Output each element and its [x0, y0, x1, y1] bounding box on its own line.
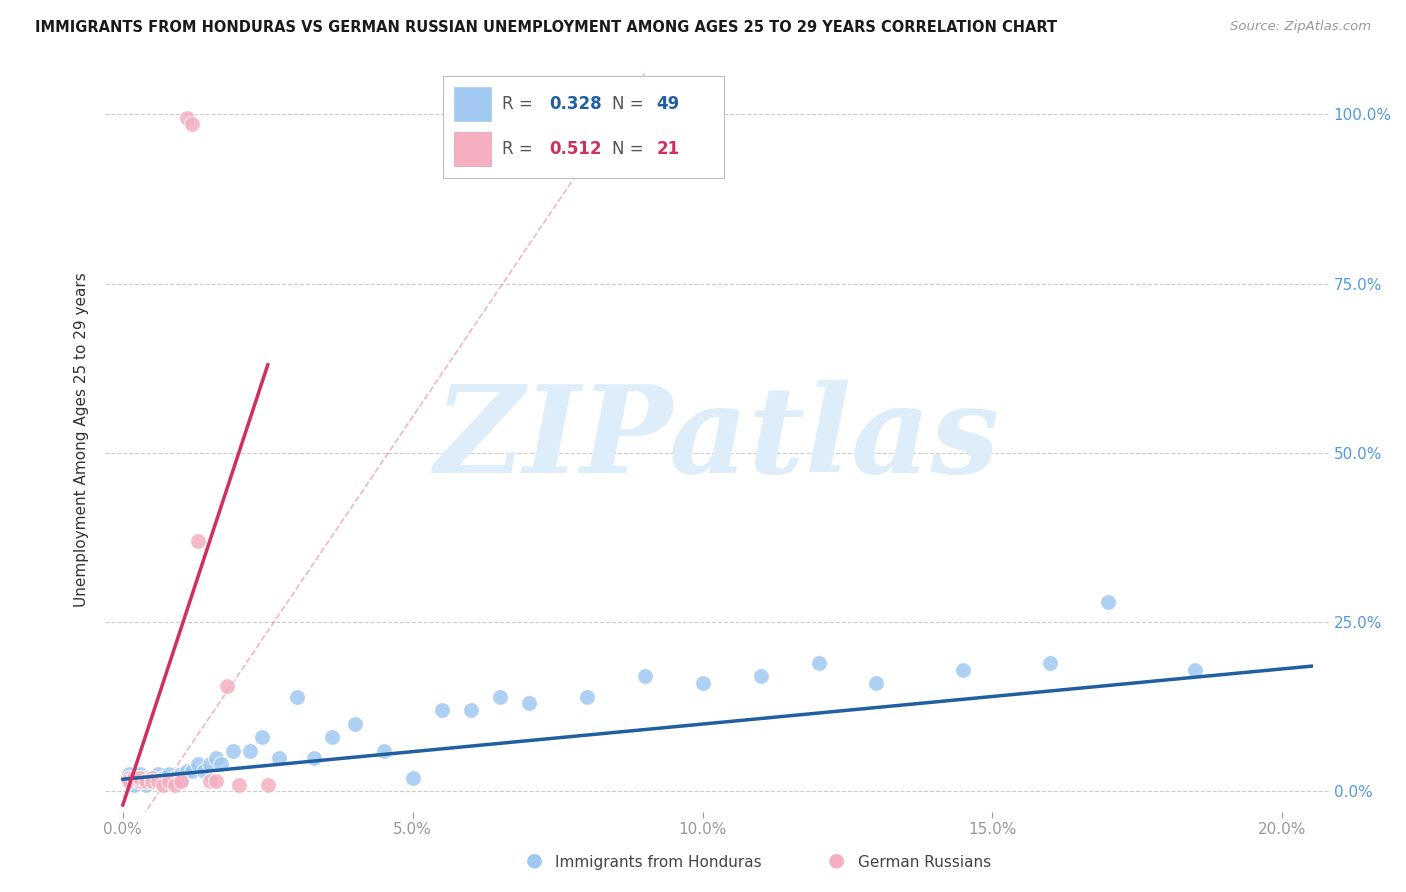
Point [488, 690, 510, 704]
Text: 0.512: 0.512 [550, 140, 602, 158]
Text: ●: ● [828, 851, 845, 870]
Point [250, 730, 273, 744]
Point [256, 778, 278, 792]
Text: R =: R = [502, 95, 538, 113]
Point [269, 750, 291, 764]
Point [135, 778, 157, 792]
Point [807, 656, 830, 670]
Point [129, 774, 152, 789]
Point [321, 730, 343, 744]
Text: ZIPatlas: ZIPatlas [434, 380, 1000, 499]
Text: R =: R = [502, 140, 538, 158]
Text: N =: N = [612, 140, 648, 158]
Point [1097, 595, 1119, 609]
Point [170, 774, 193, 789]
Point [157, 774, 180, 789]
Point [129, 774, 152, 789]
Point [146, 767, 169, 781]
Point [692, 676, 714, 690]
Point [302, 750, 325, 764]
Point [209, 757, 232, 772]
Point [152, 778, 174, 792]
Point [141, 774, 163, 789]
Text: IMMIGRANTS FROM HONDURAS VS GERMAN RUSSIAN UNEMPLOYMENT AMONG AGES 25 TO 29 YEAR: IMMIGRANTS FROM HONDURAS VS GERMAN RUSSI… [35, 20, 1057, 35]
Point [187, 533, 209, 548]
Point [129, 771, 152, 785]
Y-axis label: Unemployment Among Ages 25 to 29 years: Unemployment Among Ages 25 to 29 years [75, 272, 90, 607]
Point [141, 771, 163, 785]
Point [170, 767, 193, 781]
Point [170, 774, 193, 789]
Point [222, 744, 245, 758]
Text: 49: 49 [657, 95, 681, 113]
Point [343, 716, 366, 731]
Point [117, 774, 139, 789]
Point [163, 771, 186, 785]
Bar [454, 87, 491, 121]
Bar [454, 132, 491, 166]
Point [141, 774, 163, 789]
Point [141, 771, 163, 785]
Point [124, 778, 146, 792]
Text: N =: N = [612, 95, 648, 113]
Point [176, 764, 198, 778]
Text: 0.328: 0.328 [550, 95, 602, 113]
Point [187, 757, 209, 772]
Text: Source: ZipAtlas.com: Source: ZipAtlas.com [1230, 20, 1371, 33]
Point [460, 703, 482, 717]
Point [228, 778, 250, 792]
Point [135, 771, 157, 785]
Point [373, 744, 395, 758]
Point [181, 764, 204, 778]
Point [146, 774, 169, 789]
Text: ●: ● [526, 851, 543, 870]
Point [430, 703, 453, 717]
Text: 21: 21 [657, 140, 679, 158]
Point [176, 111, 198, 125]
Point [239, 744, 262, 758]
Point [117, 774, 139, 789]
Point [217, 680, 239, 694]
Point [124, 771, 146, 785]
Point [204, 774, 226, 789]
Point [124, 771, 146, 785]
Point [952, 663, 974, 677]
Point [181, 118, 204, 132]
Text: Immigrants from Honduras: Immigrants from Honduras [555, 855, 762, 870]
Point [865, 676, 887, 690]
Point [157, 774, 180, 789]
Point [749, 669, 772, 683]
Point [204, 750, 226, 764]
Point [117, 767, 139, 781]
Text: German Russians: German Russians [858, 855, 991, 870]
Point [135, 774, 157, 789]
Point [633, 669, 655, 683]
Point [117, 771, 139, 785]
Point [1039, 656, 1062, 670]
Point [129, 767, 152, 781]
Point [402, 771, 425, 785]
Point [517, 697, 540, 711]
Point [198, 774, 221, 789]
Point [152, 771, 174, 785]
Point [575, 690, 598, 704]
Point [285, 690, 308, 704]
Point [198, 757, 221, 772]
Point [163, 778, 186, 792]
Point [1184, 663, 1206, 677]
Point [193, 764, 215, 778]
Point [157, 767, 180, 781]
Point [146, 774, 169, 789]
